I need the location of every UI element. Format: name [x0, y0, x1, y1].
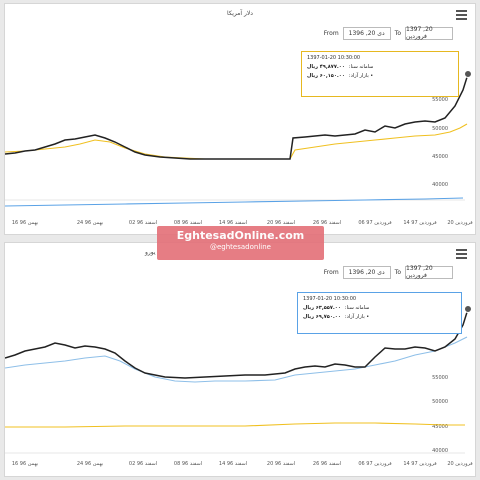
date-range: From 1396 ,20 دی To 1397 ,20 فروردین — [324, 26, 453, 40]
tooltip-free-label: • بازار آزاد: — [348, 73, 374, 79]
free-market-line — [5, 73, 469, 160]
tooltip-free-value: ۶۹,۷۵۰.۰۰ ریال — [303, 314, 341, 320]
y-tick: 55000 — [432, 97, 448, 103]
usd-chart-panel: دلار آمریکا From 1396 ,20 دی To 1397 ,20… — [4, 3, 476, 235]
x-tick: 08 اسفند 96 — [174, 461, 202, 467]
x-tick: 14 اسفند 96 — [219, 220, 247, 226]
x-tick: 16 بهمن 96 — [12, 220, 38, 226]
official-rate-line — [5, 197, 464, 207]
y-tick: 50000 — [432, 126, 448, 132]
from-date-input[interactable]: 1396 ,20 دی — [342, 26, 391, 40]
x-tick: 20 اسفند 96 — [267, 461, 295, 467]
x-tick: 08 اسفند 96 — [174, 220, 202, 226]
watermark-handle: @eghtesadonline — [210, 243, 271, 251]
to-label: To — [394, 29, 401, 37]
tooltip-sana-value: ۴۹,۸۷۷.۰۰ ریال — [307, 64, 345, 70]
usd-plot: 55000 50000 45000 40000 16 بهمن 96 24 به… — [5, 70, 473, 226]
sana-rate-line — [5, 123, 468, 160]
tooltip-sana-row: سامانه سنا: ۴۹,۸۷۷.۰۰ ریال — [307, 64, 453, 70]
from-label: From — [323, 268, 339, 276]
eur-plot: 60000 55000 50000 45000 40000 16 بهمن 96… — [5, 305, 473, 467]
x-tick: 26 اسفند 96 — [313, 220, 341, 226]
tooltip-sana-row: سامانه سنا: ۶۳,۵۵۷.۰۰ ریال — [303, 305, 456, 311]
tooltip-time: 1397-01-20 10:30:00 — [303, 296, 357, 302]
hover-marker[interactable] — [464, 70, 472, 78]
x-tick: 16 بهمن 96 — [12, 461, 38, 467]
tooltip: 1397-01-20 10:30:00 سامانه سنا: ۶۳,۵۵۷.۰… — [297, 292, 462, 334]
x-tick: 02 اسفند 96 — [129, 461, 157, 467]
x-tick: 02 اسفند 96 — [129, 220, 157, 226]
tooltip-free-label: • بازار آزاد: — [344, 314, 370, 320]
y-tick: 40000 — [432, 448, 448, 454]
tooltip-free-row: • بازار آزاد: ۶۰,۱۵۰.۰۰ ریال — [307, 73, 453, 79]
x-tick: 26 اسفند 96 — [313, 461, 341, 467]
eur-chart-panel: یورو From 1396 ,20 دی To 1397 ,20 فروردی… — [4, 242, 476, 477]
x-tick: 06 فروردین 97 — [358, 220, 392, 226]
y-tick: 40000 — [432, 182, 448, 188]
watermark: EghtesadOnline.com @eghtesadonline — [157, 226, 324, 260]
tooltip-sana-label: سامانه سنا: — [344, 305, 370, 311]
x-tick: 24 بهمن 96 — [77, 220, 103, 226]
tooltip-time: 1397-01-20 10:30:00 — [307, 55, 361, 61]
x-tick: 20 اسفند 96 — [267, 220, 295, 226]
x-tick: 24 بهمن 96 — [77, 461, 103, 467]
y-tick: 50000 — [432, 399, 448, 405]
chart-title: دلار آمریکا — [227, 10, 253, 17]
x-tick: 20 فروردین — [447, 220, 473, 226]
from-date-input[interactable]: 1396 ,20 دی — [342, 265, 391, 279]
to-date-input[interactable]: 1397 ,20 فروردین — [405, 26, 453, 40]
official-rate-line — [5, 422, 465, 428]
tooltip-sana-label: سامانه سنا: — [348, 64, 374, 70]
chart-menu-icon[interactable] — [456, 249, 467, 259]
chart-menu-icon[interactable] — [456, 10, 467, 20]
tooltip-free-value: ۶۰,۱۵۰.۰۰ ریال — [307, 73, 345, 79]
to-date-input[interactable]: 1397 ,20 فروردین — [405, 265, 453, 279]
tooltip-free-row: • بازار آزاد: ۶۹,۷۵۰.۰۰ ریال — [303, 314, 456, 320]
watermark-site: EghtesadOnline.com — [176, 229, 305, 242]
y-tick: 55000 — [432, 375, 448, 381]
tooltip: 1397-01-20 10:30:00 سامانه سنا: ۴۹,۸۷۷.۰… — [301, 51, 459, 97]
x-tick: 20 فروردین — [447, 461, 473, 467]
sana-rate-line — [5, 336, 468, 383]
y-tick: 45000 — [432, 424, 448, 430]
x-tick: 06 فروردین 97 — [358, 461, 392, 467]
to-label: To — [394, 268, 401, 276]
x-tick: 14 فروردین 97 — [403, 461, 437, 467]
free-market-line — [5, 308, 469, 379]
y-tick: 45000 — [432, 154, 448, 160]
date-range: From 1396 ,20 دی To 1397 ,20 فروردین — [324, 265, 453, 279]
x-tick: 14 اسفند 96 — [219, 461, 247, 467]
chart-title: یورو — [145, 249, 156, 256]
hover-marker[interactable] — [464, 305, 472, 313]
from-label: From — [323, 29, 339, 37]
x-tick: 14 فروردین 97 — [403, 220, 437, 226]
tooltip-sana-value: ۶۳,۵۵۷.۰۰ ریال — [303, 305, 341, 311]
